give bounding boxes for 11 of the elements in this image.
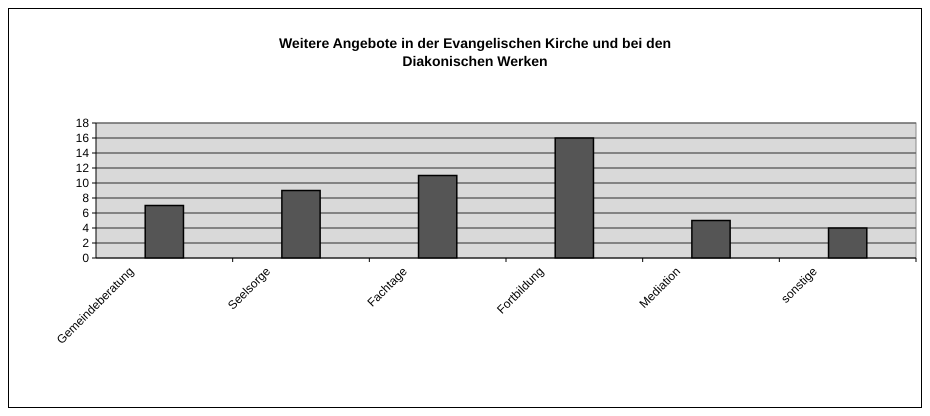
y-tick-label: 12 [76, 161, 90, 176]
chart-title: Weitere Angebote in der Evangelischen Kirche und bei den Diakonischen Werken [278, 35, 672, 69]
y-tick-label: 16 [76, 131, 90, 146]
y-tick-label: 2 [82, 236, 90, 250]
y-tick-label: 6 [82, 206, 90, 220]
y-tick-label: 8 [82, 191, 90, 206]
y-tick-label: 0 [82, 251, 90, 266]
y-tick-label: 14 [76, 146, 90, 160]
y-tick-label: 10 [76, 176, 90, 190]
y-tick-label: 4 [82, 221, 90, 236]
y-tick-label: 18 [76, 116, 90, 130]
